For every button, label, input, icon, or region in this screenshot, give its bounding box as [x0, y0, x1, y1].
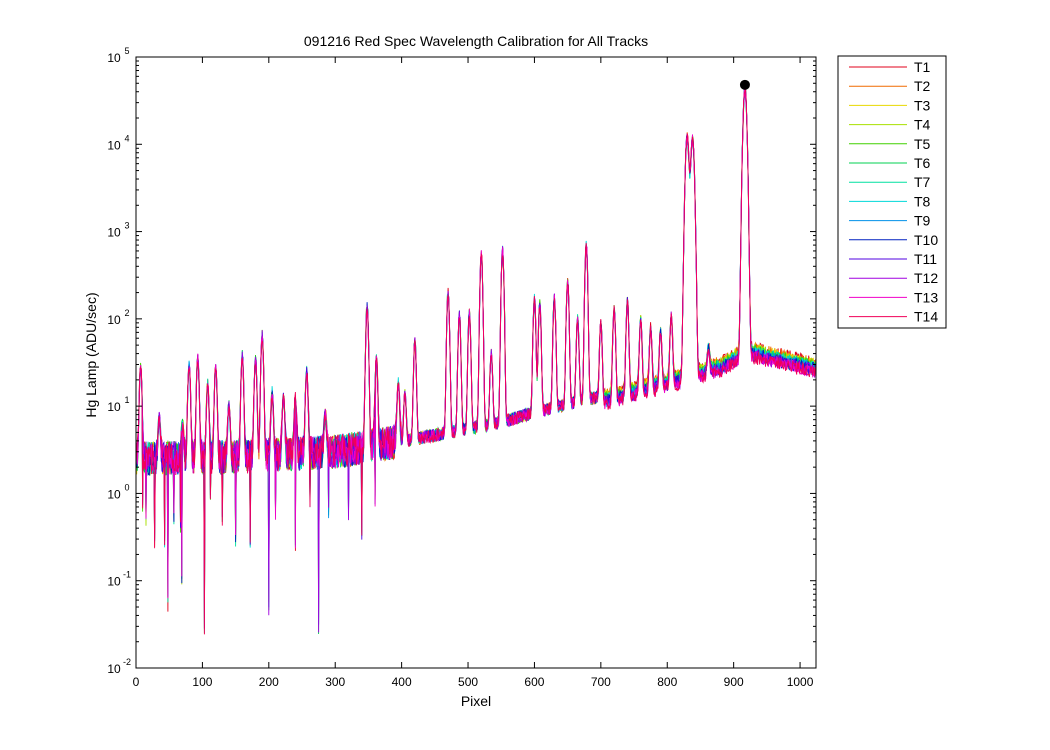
x-tick-label: 500: [458, 675, 478, 689]
legend-items: T1 T2 T3 T4 T5 T6 T7 T8 T9 T10 T11 T12 T13 T14: [849, 59, 938, 325]
legend-label-t2: T2: [914, 78, 931, 94]
x-tick-label: 1000: [787, 675, 814, 689]
y-tick-label: 10: [107, 138, 121, 152]
y-tick-exponent: -1: [123, 570, 131, 580]
x-tick-label: 900: [724, 675, 744, 689]
x-tick-label: 200: [259, 675, 279, 689]
y-tick-label: 10: [107, 51, 121, 65]
legend-label-t10: T10: [914, 232, 938, 248]
legend-label-t14: T14: [914, 309, 938, 325]
y-tick-exponent: 5: [124, 46, 129, 56]
x-tick-label: 100: [192, 675, 212, 689]
x-tick-label: 0: [133, 675, 140, 689]
x-axis-ticks: 0 100 200 300 400 500 600 700 800 900 1000: [133, 57, 814, 689]
legend-label-t12: T12: [914, 270, 938, 286]
y-tick-exponent: 1: [124, 395, 129, 405]
legend-label-t13: T13: [914, 289, 938, 305]
peak-marker: [739, 79, 750, 90]
series-group: [135, 85, 817, 635]
legend: T1 T2 T3 T4 T5 T6 T7 T8 T9 T10 T11 T12 T13 T14: [837, 55, 947, 329]
x-tick-label: 300: [325, 675, 345, 689]
x-axis-label: Pixel: [461, 693, 491, 709]
legend-label-t4: T4: [914, 117, 931, 133]
legend-label-t9: T9: [914, 213, 931, 229]
y-tick-exponent: -2: [123, 657, 131, 667]
x-tick-label: 600: [524, 675, 544, 689]
y-tick-label: 10: [107, 400, 121, 414]
y-tick-label: 10: [107, 313, 121, 327]
legend-label-t11: T11: [914, 251, 937, 267]
plot-area: 0 100 200 300 400 500 600 700 800 900 1000 10 -210-…: [107, 46, 817, 689]
y-tick-exponent: 3: [124, 221, 129, 231]
legend-label-t8: T8: [914, 193, 931, 209]
y-axis-label: Hg Lamp (ADU/sec): [83, 292, 99, 417]
legend-label-t5: T5: [914, 136, 931, 152]
legend-label-t1: T1: [914, 59, 931, 75]
x-tick-label: 700: [591, 675, 611, 689]
y-tick-label: 10: [107, 226, 121, 240]
chart-title: 091216 Red Spec Wavelength Calibration f…: [304, 33, 648, 49]
x-tick-label: 400: [392, 675, 412, 689]
y-tick-exponent: 0: [124, 482, 129, 492]
legend-label-t7: T7: [914, 174, 931, 190]
legend-box: [837, 55, 947, 329]
legend-label-t3: T3: [914, 97, 931, 113]
y-tick-exponent: 2: [124, 308, 129, 318]
series-line-t14: [135, 89, 817, 635]
legend-label-t6: T6: [914, 155, 931, 171]
y-tick-label: 10: [107, 575, 121, 589]
y-tick-exponent: 4: [124, 133, 129, 143]
x-tick-label: 800: [657, 675, 677, 689]
axes-box: [135, 56, 817, 669]
y-tick-label: 10: [107, 662, 121, 676]
y-tick-label: 10: [107, 487, 121, 501]
axes-background: [136, 57, 816, 668]
